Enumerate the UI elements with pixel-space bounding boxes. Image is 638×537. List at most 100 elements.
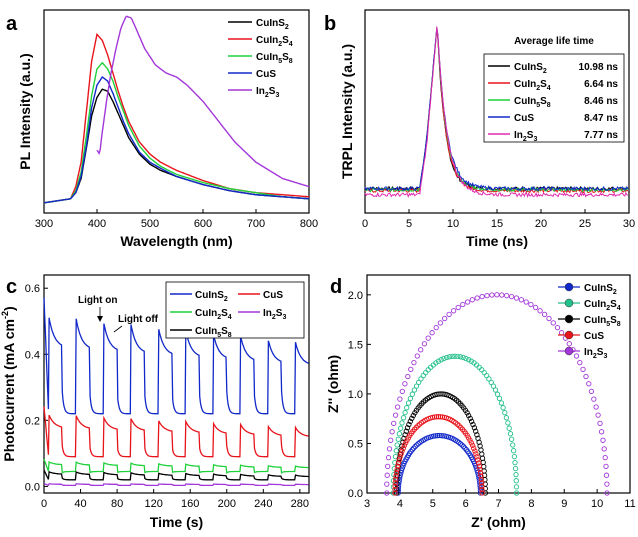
panel-d-series-point (598, 429, 605, 435)
panel-d-legend-label: CuS (584, 331, 604, 342)
panel-d-series-point (479, 480, 485, 486)
panel-d-series-point (550, 320, 556, 326)
panel-d-series-point (392, 490, 398, 496)
panel-d-xtick-label: 8 (528, 498, 534, 510)
panel-d-series-point (474, 295, 480, 301)
panel-b-xtick-label: 20 (535, 218, 547, 230)
panel-d-series-group (390, 353, 520, 496)
panel-d-series-point (595, 412, 601, 418)
panel-d-series-point (473, 428, 479, 434)
panel-d-series-point (464, 410, 470, 416)
panel-d-series-point (470, 421, 476, 428)
panel-d-series-point (558, 330, 565, 336)
panel-c-series-line (43, 482, 309, 487)
panel-d-series-point (411, 445, 417, 451)
panel-d-series-point (457, 354, 464, 360)
panel-b-xtick-label: 25 (579, 218, 591, 230)
panel-d-series-point (397, 396, 403, 402)
panel-d-series-point (482, 490, 489, 496)
panel-c-xtick-label: 0 (41, 498, 47, 510)
panel-d-series-point (477, 466, 483, 473)
panel-c-ytick-label: 0.0 (25, 481, 40, 493)
panel-d-series-point (425, 367, 431, 373)
panel-d-series-point (399, 420, 405, 426)
panel-d-xtick-label: 3 (364, 498, 370, 510)
panel-b-legend-life: 7.77 ns (584, 130, 618, 141)
panel-b-ylabel: TRPL Intensity (a.u.) (339, 44, 355, 179)
panel-d-series-point (471, 445, 477, 451)
panel-d-series-point (492, 387, 499, 393)
panel-d-series-point (392, 483, 398, 489)
panel-d-ytick-label: 1.0 (348, 389, 363, 401)
panel-d-series-point (518, 297, 525, 303)
panel-c-legend-label: CuIn2S4 (195, 308, 232, 321)
panel-c-legend-label: In2S3 (263, 308, 286, 321)
panel-d-series-point (504, 292, 510, 299)
panel-d-series-point (508, 436, 515, 442)
panel-d-series-point (402, 409, 408, 416)
panel-d-series-point (403, 440, 409, 446)
panel-d-series-point (386, 446, 393, 452)
panel-d-series-point (431, 414, 438, 420)
panel-d-series-point (421, 341, 428, 347)
panel-d-series-point (449, 353, 455, 360)
panel-c-xtick-label: 120 (144, 498, 162, 510)
panel-d-series-point (479, 451, 485, 457)
panel-d-series-point (392, 476, 399, 483)
panel-b-xtick-label: 30 (623, 218, 635, 230)
panel-d-series-point (434, 432, 441, 439)
panel-d-series-point (468, 358, 474, 364)
panel-d-series-point (513, 295, 520, 301)
panel-d-series-point (603, 463, 609, 470)
panel-d-series-point (475, 457, 481, 463)
panel-b-legend-title: Average life time (514, 36, 594, 47)
panel-a-series-line (69, 32, 310, 200)
panel-c-ytick-label: 0.2 (25, 415, 40, 427)
panel-d-series-point (513, 484, 520, 490)
panel-d-series-point (541, 311, 548, 318)
panel-d-series-point (385, 454, 392, 461)
panel-d-series-point (472, 463, 479, 469)
panel-d-series-point (513, 490, 520, 496)
panel-d-series-point (583, 373, 589, 380)
panel-c-series-line (43, 297, 309, 415)
panel-d-series-point (408, 366, 414, 373)
panel-d-series-point (512, 459, 518, 466)
panel-b-legend-label: In2S3 (514, 130, 537, 143)
panel-d-series-point (431, 433, 437, 439)
panel-c-arrow-off (113, 325, 123, 333)
panel-d-series-point (396, 477, 402, 483)
panel-d-series-point (500, 405, 506, 411)
panel-d-series-point (460, 354, 466, 361)
panel-c-series-line (43, 406, 309, 458)
panel-d-series-point (480, 459, 486, 466)
panel-d-series-point (554, 324, 561, 331)
panel-b-xlabel: Time (ns) (466, 233, 528, 249)
panel-d-series-point (466, 357, 472, 363)
panel-c-legend-label: CuS (263, 290, 283, 301)
panel-d-series-point (481, 463, 487, 470)
panel-d-series-point (452, 353, 458, 359)
panel-d-series-point (435, 414, 442, 420)
panel-d-series-point (411, 359, 417, 366)
panel-d-xtick-label: 10 (591, 498, 603, 510)
panel-d-series-point (528, 301, 534, 308)
panel-b-legend-box (483, 53, 625, 143)
panel-d-series-point (411, 387, 418, 393)
panel-d-series-point (502, 409, 508, 416)
panel-d-series-point (467, 415, 473, 422)
panel-d-xtick-label: 5 (430, 498, 436, 510)
panel-d-series-point (573, 353, 580, 359)
panel-d-series-point (546, 315, 552, 322)
panel-a-series-line (69, 76, 310, 200)
panel-a-ylabel: PL Intensity (a.u.) (17, 53, 33, 169)
panel-d-series-point (423, 369, 429, 376)
panel-d-series-point (420, 372, 426, 379)
panel-a-frame (43, 9, 310, 214)
panel-d-series-point (494, 391, 501, 397)
panel-d-series-point (399, 448, 405, 454)
panel-d-series-point (409, 447, 415, 453)
panel-d-ylabel: Z'' (ohm) (325, 355, 341, 413)
panel-c-annotation-light-on: Light on (78, 295, 117, 306)
